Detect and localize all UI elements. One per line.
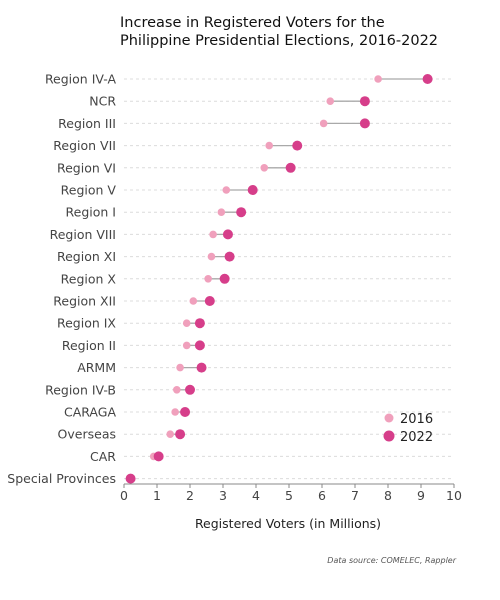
point-2016-region-x (204, 275, 212, 283)
category-label-region-vii: Region VII (53, 138, 116, 153)
legend: 2016 2022 (383, 412, 433, 445)
point-2016-caraga (171, 408, 179, 416)
x-axis-label: Registered Voters (in Millions) (195, 516, 381, 531)
point-2016-region-vii (265, 141, 274, 150)
point-2016-region-viii (209, 230, 217, 239)
legend-marker-2016 (384, 413, 394, 423)
point-2016-region-xii (189, 297, 198, 305)
x-tick-label-0: 0 (120, 488, 128, 503)
category-label-caraga: CARAGA (64, 405, 116, 420)
point-2022-region-iv-a (422, 74, 433, 84)
point-2022-region-viii (222, 229, 233, 240)
point-2022-region-x (219, 273, 230, 284)
point-2016-overseas (166, 430, 174, 439)
point-2022-region-iv-b (185, 384, 195, 395)
category-label-region-viii: Region VIII (50, 227, 116, 242)
dumbbell-segments (153, 78, 428, 458)
x-tick-label-8: 8 (384, 488, 392, 503)
legend-marker-2022 (383, 430, 395, 442)
point-2022-region-v (247, 185, 258, 195)
point-2016-region-ix (182, 319, 191, 328)
legend-label-2022: 2022 (400, 430, 433, 445)
point-2022-region-i (236, 207, 247, 218)
point-2022-special-provinces (125, 473, 136, 484)
point-2022-region-ix (194, 318, 205, 329)
point-2022-armm (196, 362, 207, 373)
x-tick-label-4: 4 (252, 488, 260, 503)
x-tick-label-9: 9 (417, 488, 425, 503)
x-tick-label-1: 1 (153, 488, 161, 503)
category-label-region-xi: Region XI (57, 249, 116, 264)
category-label-region-x: Region X (61, 271, 117, 286)
category-label-region-i: Region I (66, 205, 116, 220)
category-label-armm: ARMM (77, 360, 116, 375)
x-tick-label-6: 6 (318, 488, 326, 503)
x-tick-label-2: 2 (186, 488, 194, 503)
point-2022-region-xi (224, 251, 235, 262)
category-label-car: CAR (90, 449, 116, 464)
category-label-ncr: NCR (89, 94, 116, 109)
legend-label-2016: 2016 (400, 412, 433, 427)
point-2022-region-vi (285, 162, 296, 173)
category-labels: Region IV-A NCR Region III Region VII Region… (7, 72, 116, 487)
x-tick-label-10: 10 (446, 488, 462, 503)
category-label-region-v: Region V (61, 183, 117, 198)
category-label-region-xii: Region XII (53, 294, 116, 309)
point-2022-overseas (175, 429, 186, 440)
point-2016-region-iv-a (374, 75, 382, 83)
point-2022-car (153, 451, 164, 462)
data-source-note: Data source: COMELEC, Rappler (327, 556, 456, 565)
category-label-region-iv-b: Region IV-B (45, 382, 116, 397)
category-label-region-ix: Region IX (57, 316, 116, 331)
category-label-special-provinces: Special Provinces (7, 471, 116, 486)
point-2016-region-iv-b (173, 386, 181, 394)
category-label-region-iv-a: Region IV-A (45, 72, 117, 87)
data-points (125, 74, 433, 484)
x-tick-label-7: 7 (351, 488, 359, 503)
x-tick-label-3: 3 (219, 488, 227, 503)
category-label-region-iii: Region III (58, 116, 116, 131)
point-2016-region-vi (260, 164, 269, 172)
point-2022-region-ii (194, 340, 205, 351)
point-2022-ncr (359, 96, 370, 107)
category-label-region-vi: Region VI (57, 160, 116, 175)
point-2016-region-ii (182, 341, 191, 350)
point-2016-region-i (217, 208, 226, 216)
point-2022-caraga (180, 407, 191, 417)
chart-title-line-2: Philippine Presidential Elections, 2016-… (120, 33, 438, 49)
point-2022-region-xii (204, 296, 215, 306)
point-2022-region-vii (292, 140, 303, 151)
point-2016-ncr (326, 97, 335, 105)
point-2016-region-iii (319, 119, 328, 128)
point-2016-region-xi (207, 252, 216, 261)
point-2022-region-iii (359, 118, 370, 129)
category-label-overseas: Overseas (58, 427, 116, 442)
x-tick-label-5: 5 (285, 488, 293, 503)
x-axis-ticks: 0 1 2 3 4 5 6 7 8 9 10 (120, 483, 462, 503)
point-2016-armm (176, 363, 184, 372)
chart-title-line-1: Increase in Registered Voters for the (120, 15, 385, 31)
category-label-region-ii: Region II (62, 338, 116, 353)
point-2016-region-v (222, 186, 231, 194)
